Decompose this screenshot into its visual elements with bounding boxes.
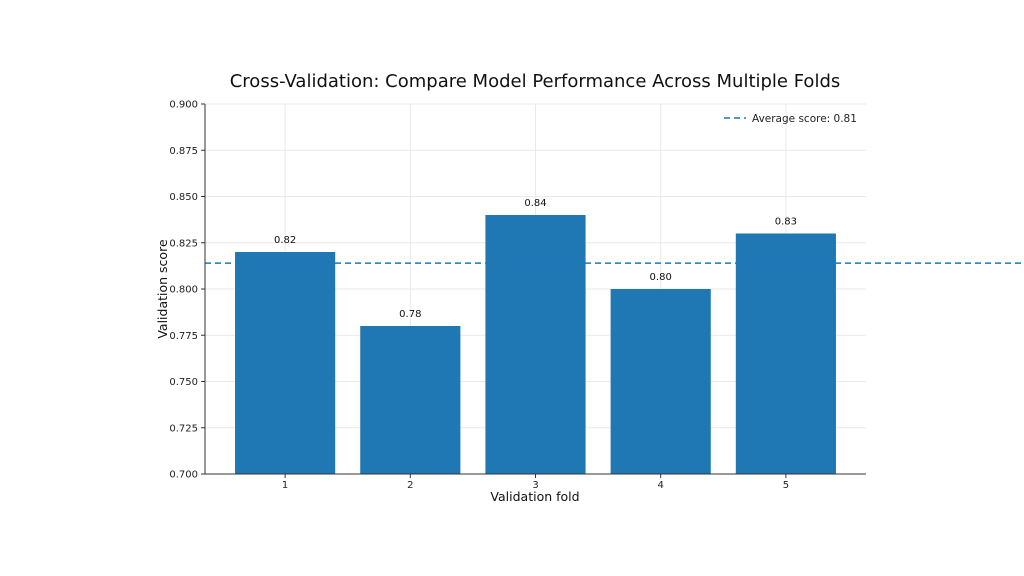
legend-average-score-label: Average score: 0.81 xyxy=(752,113,857,125)
legend: Average score: 0.81 xyxy=(724,113,857,125)
y-tick-label: 0.750 xyxy=(169,377,198,388)
y-tick-label: 0.875 xyxy=(169,146,198,157)
bar-fold-2 xyxy=(360,326,461,474)
bar-value-label-fold-1: 0.82 xyxy=(274,235,296,246)
axes-layer xyxy=(201,103,866,478)
bar-fold-4 xyxy=(610,289,711,474)
bar-value-label-fold-4: 0.80 xyxy=(650,272,672,283)
y-tick-label: 0.800 xyxy=(169,285,198,296)
bars-layer xyxy=(235,215,836,474)
x-axis-label: Validation fold xyxy=(490,489,579,504)
y-tick-label: 0.900 xyxy=(169,100,198,111)
bar-value-label-fold-2: 0.78 xyxy=(399,309,421,320)
bar-value-label-fold-5: 0.83 xyxy=(775,217,797,228)
x-tick-label: 1 xyxy=(282,480,288,491)
x-tick-label: 5 xyxy=(783,480,789,491)
bar-fold-5 xyxy=(735,233,836,474)
y-axis-label: Validation score xyxy=(155,239,170,339)
bar-fold-3 xyxy=(485,215,586,474)
y-tick-label: 0.775 xyxy=(169,331,198,342)
x-tick-label: 2 xyxy=(407,480,413,491)
y-tick-label: 0.825 xyxy=(169,238,198,249)
y-tick-label: 0.725 xyxy=(169,423,198,434)
y-tick-label: 0.700 xyxy=(169,470,198,481)
x-tick-label: 3 xyxy=(532,480,538,491)
x-tick-label: 4 xyxy=(658,480,664,491)
labels-layer: 0.7000.7250.7500.7750.8000.8250.8500.875… xyxy=(169,100,797,492)
y-tick-label: 0.850 xyxy=(169,192,198,203)
chart-title: Cross-Validation: Compare Model Performa… xyxy=(230,71,841,92)
bar-value-label-fold-3: 0.84 xyxy=(524,198,546,209)
bar-fold-1 xyxy=(235,252,336,474)
